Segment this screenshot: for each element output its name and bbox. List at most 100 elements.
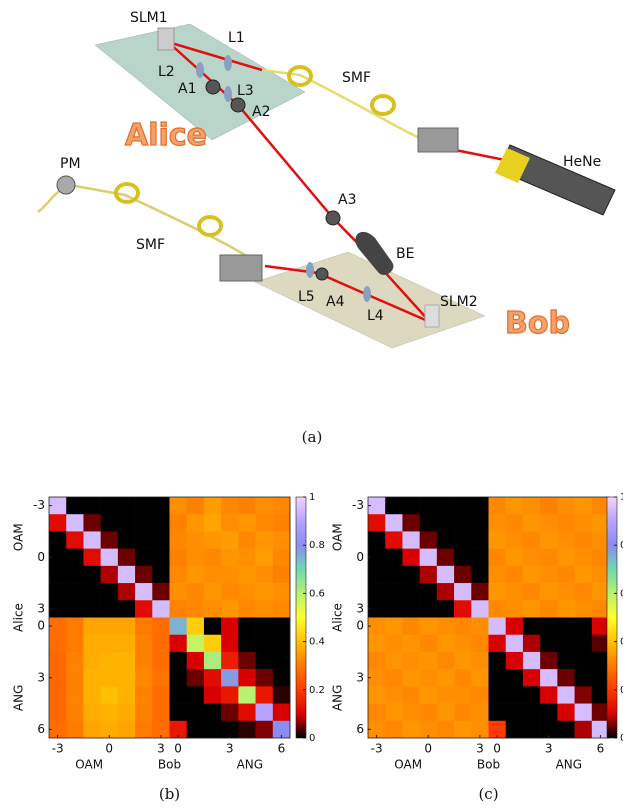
heatmap-cell: [385, 686, 403, 704]
heatmap-cell: [506, 583, 524, 601]
heatmap-cell: [471, 531, 489, 549]
heatmap-cell: [66, 497, 84, 515]
heatmap-cell: [557, 600, 575, 618]
caption: (a): [302, 428, 323, 446]
x-tick-label: 0: [493, 742, 501, 756]
heatmap-cell: [83, 704, 101, 722]
heatmap-cell: [523, 721, 541, 739]
heatmap-cell: [506, 669, 524, 687]
heatmap-cell: [540, 618, 558, 636]
heatmap-cell: [221, 497, 239, 515]
heatmap-cell: [506, 514, 524, 532]
heatmap-cell: [187, 721, 205, 739]
y-tick-label: -3: [352, 498, 364, 512]
heatmap-cell: [49, 514, 67, 532]
heatmap-cell: [49, 566, 67, 584]
heatmap-cell: [152, 566, 170, 584]
heatmap-cell: [385, 704, 403, 722]
label: L2: [158, 64, 175, 80]
heatmap-cell: [83, 686, 101, 704]
heatmap-cell: [170, 669, 188, 687]
heatmap-cell: [101, 600, 119, 618]
heatmap-cell: [454, 686, 472, 704]
heatmap-cell: [170, 635, 188, 653]
x-axis-label: ANG: [237, 758, 263, 772]
heatmap-cell: [118, 531, 136, 549]
heatmap-cell: [575, 652, 593, 670]
label: L3: [237, 83, 254, 99]
heatmap-cell: [204, 583, 222, 601]
heatmap-cell: [420, 514, 438, 532]
heatmap-cell: [170, 652, 188, 670]
heatmap-cell: [187, 618, 205, 636]
heatmap-cell: [402, 531, 420, 549]
heatmap-cell: [575, 583, 593, 601]
label: A3: [338, 192, 356, 208]
heatmap-cell: [592, 704, 610, 722]
heatmap-cell: [135, 686, 153, 704]
x-axis-label: Bob: [158, 758, 181, 772]
heatmap-cell: [273, 635, 291, 653]
heatmap-cell: [135, 531, 153, 549]
heatmap-cell: [135, 514, 153, 532]
heatmap-cell: [152, 531, 170, 549]
heatmap-cell: [557, 686, 575, 704]
heatmap-cell: [135, 549, 153, 567]
heatmap-cell: [170, 583, 188, 601]
heatmap-cell: [420, 600, 438, 618]
heatmap-cell: [471, 583, 489, 601]
heatmap-cell: [385, 497, 403, 515]
heatmap-cell: [273, 704, 291, 722]
x-tick-label: 3: [226, 742, 234, 756]
heatmap-cell: [437, 686, 455, 704]
heatmap-cell: [204, 566, 222, 584]
heatmap-cell: [238, 635, 256, 653]
heatmap-cell: [49, 652, 67, 670]
fiber: [38, 185, 262, 266]
heatmap-cell: [437, 600, 455, 618]
heatmap-cell: [221, 514, 239, 532]
heatmap-cell: [170, 514, 188, 532]
heatmap-cell: [471, 635, 489, 653]
heatmap-cell: [135, 721, 153, 739]
label: A1: [178, 81, 196, 97]
y-tick-label: 0: [37, 550, 45, 564]
heatmap-cell: [575, 600, 593, 618]
heatmap-cell: [420, 549, 438, 567]
label: A4: [326, 294, 345, 310]
heatmap-cell: [540, 635, 558, 653]
heatmap-cell: [592, 583, 610, 601]
heatmap-cell: [385, 618, 403, 636]
x-tick-label: 3: [157, 742, 165, 756]
heatmap-cell: [152, 600, 170, 618]
heatmap-cell: [66, 566, 84, 584]
heatmap-cell: [368, 531, 386, 549]
heatmap-cell: [523, 583, 541, 601]
heatmap-cell: [437, 497, 455, 515]
heatmap-cell: [368, 566, 386, 584]
aperture: [326, 211, 340, 225]
fiber-mount: [220, 255, 262, 281]
heatmap-cell: [221, 583, 239, 601]
heatmap-cell: [489, 618, 507, 636]
heatmap-cell: [557, 669, 575, 687]
heatmap-cell: [221, 686, 239, 704]
heatmap-cell: [471, 549, 489, 567]
heatmap-cell: [385, 549, 403, 567]
heatmap-cell: [592, 566, 610, 584]
heatmap-cell: [471, 704, 489, 722]
fiber-mount: [418, 128, 458, 152]
label: SMF: [342, 70, 371, 86]
heatmap-cell: [540, 686, 558, 704]
heatmap-cell: [385, 669, 403, 687]
heatmap-cell: [575, 721, 593, 739]
y-tick-label: 3: [356, 601, 364, 615]
heatmap-cell: [135, 618, 153, 636]
heatmap-cell: [152, 549, 170, 567]
heatmap-cell: [523, 618, 541, 636]
heatmap-cell: [592, 600, 610, 618]
heatmap-cell: [49, 704, 67, 722]
heatmap-cell: [238, 583, 256, 601]
heatmap-cell: [221, 566, 239, 584]
heatmap-cell: [83, 566, 101, 584]
